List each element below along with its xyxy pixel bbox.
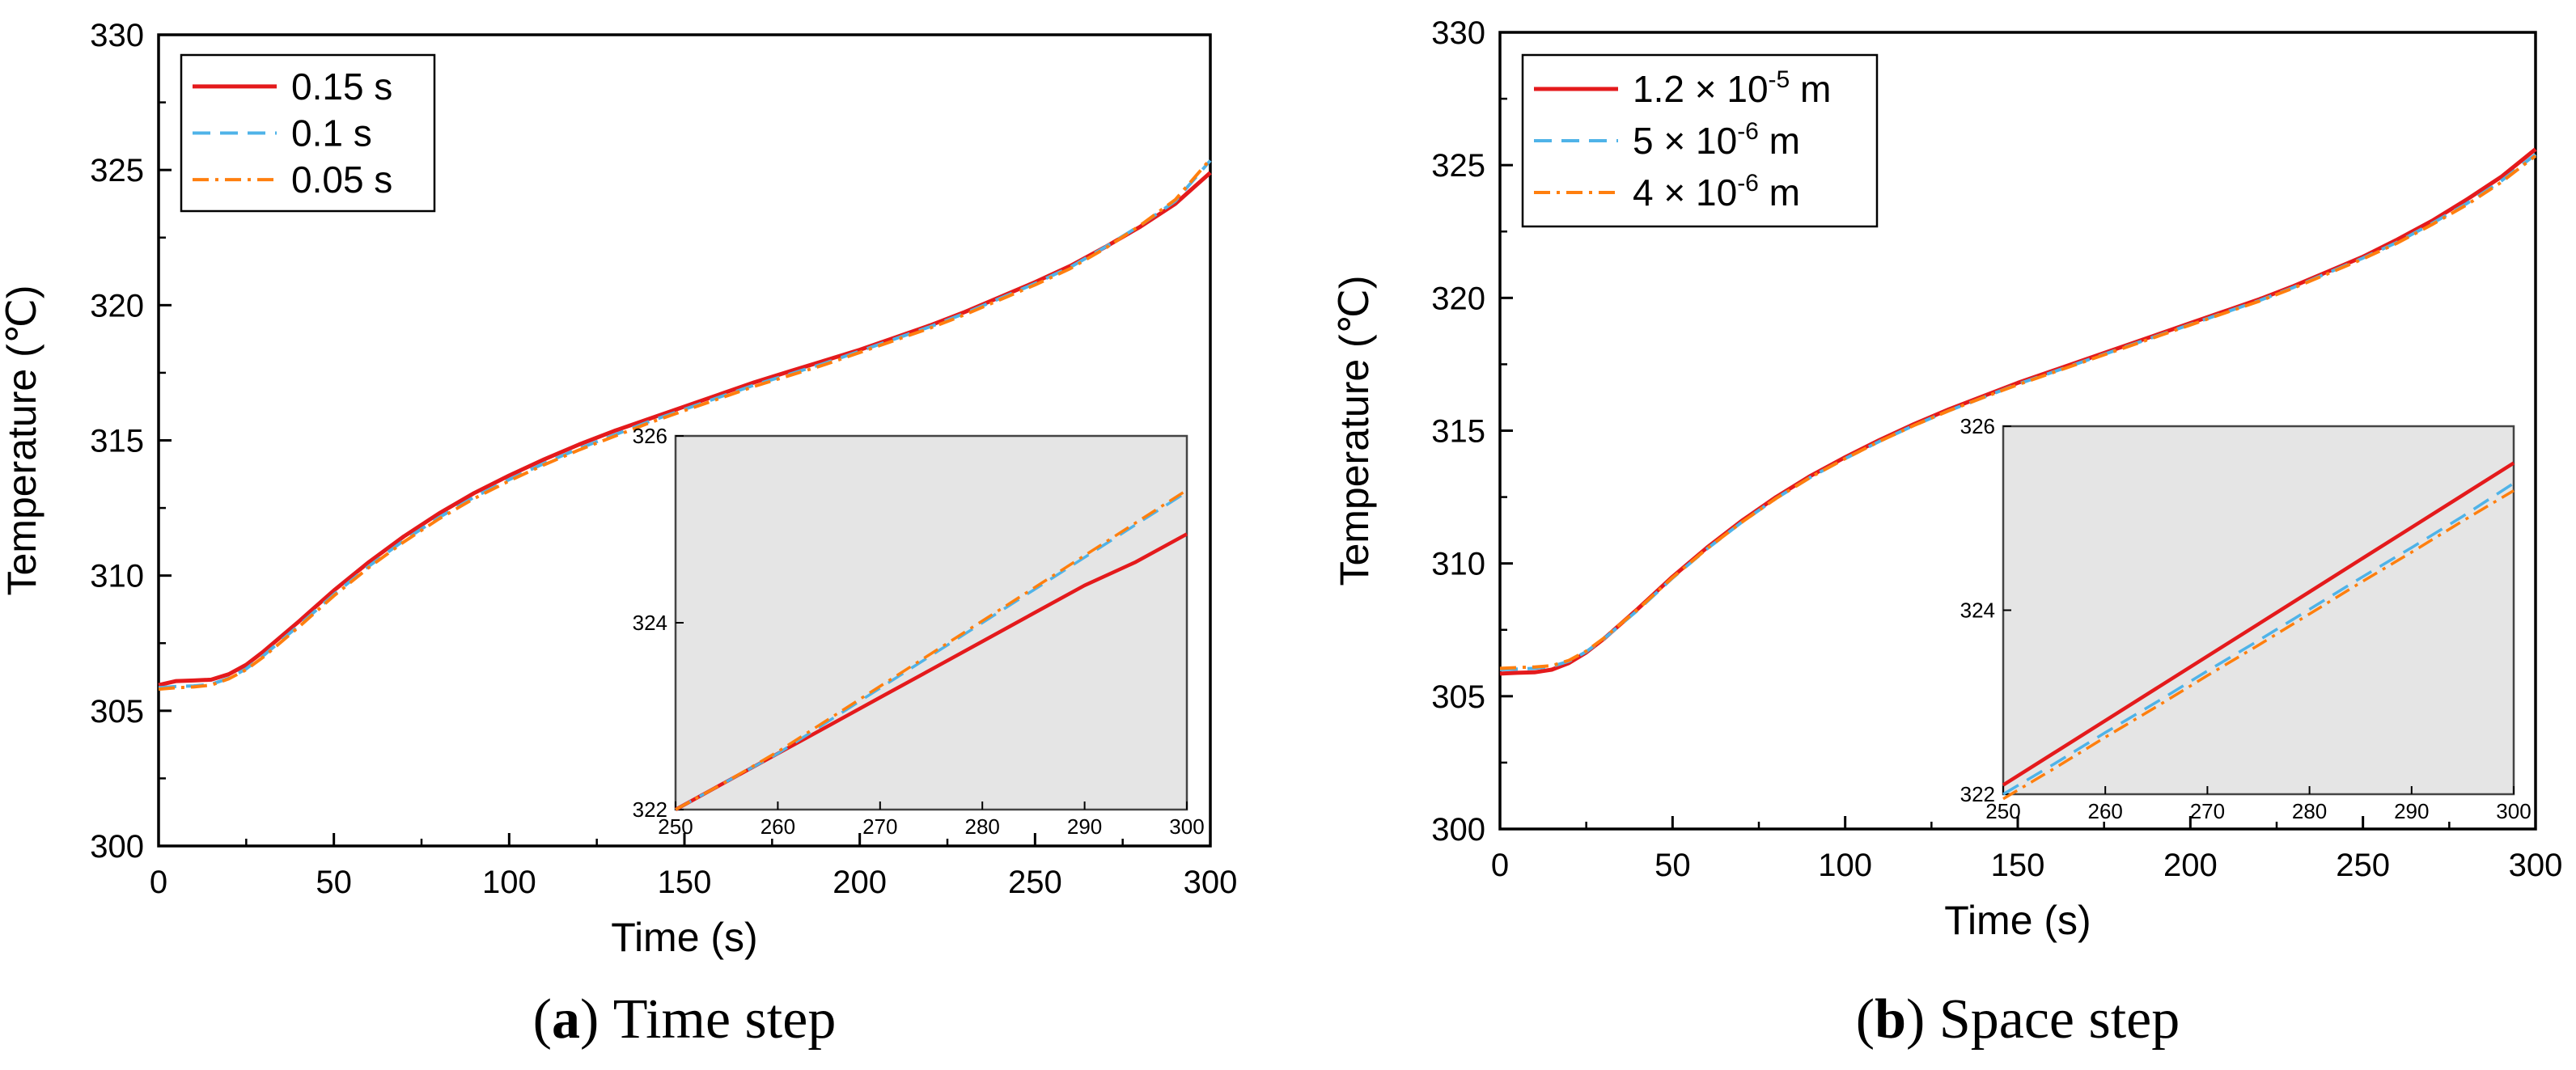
series-line-3 [1499,154,2537,670]
caption-text: Time step [613,988,837,1051]
inset-frame [674,434,1188,811]
legend-label-base: 4 × 10 [1633,171,1737,214]
inset-x-tick-label: 260 [761,814,795,839]
y-tick-label: 325 [1431,148,1485,184]
caption-text: Space step [1939,988,2180,1051]
x-tick-label: 50 [316,865,352,900]
x-tick-label: 100 [482,865,536,900]
series-line-3 [158,158,1212,691]
x-axis-label: Time (s) [611,915,757,960]
y-tick-label: 330 [90,18,144,53]
x-tick-label: 300 [2509,848,2563,883]
inset-x-tick-label: 300 [2496,799,2531,823]
legend-label-unit: m [1759,120,1800,162]
x-tick-label: 150 [658,865,712,900]
legend-label-base: 1.2 × 10 [1633,68,1769,110]
x-tick-label: 200 [833,865,887,900]
y-tick-label: 320 [90,288,144,324]
y-axis-label: Temperature (℃) [1332,275,1377,586]
caption-close-paren: ) [580,988,613,1051]
inset-x-tick-label: 250 [1985,799,2020,823]
legend-label-2: 0.1 s [291,112,372,154]
inset-x-tick-label: 300 [1169,814,1204,839]
y-axis-label: Temperature (℃) [0,285,44,595]
caption-letter: a [552,988,580,1051]
caption-open-paren: ( [533,988,552,1051]
y-tick-label: 330 [1431,15,1485,51]
inset-series-line-3 [2002,489,2515,801]
y-tick-label: 315 [90,424,144,459]
inset-series-line-3 [675,488,1188,811]
legend-label-3: 0.05 s [291,159,392,201]
panel-b: 0 50 100 150 200 250 300 300 305 310 315 320 325 330 T… [1332,15,2562,1051]
y-tick-label: 320 [1431,281,1485,316]
y-tick-label: 310 [90,559,144,594]
y-tick-label: 310 [1431,547,1485,582]
inset-series-line-2 [2002,482,2515,796]
inset-y-tick-label: 322 [633,797,667,822]
inset-x-tick-label: 290 [2394,799,2429,823]
y-tick-label: 300 [1431,812,1485,848]
y-tick-label: 305 [90,694,144,730]
x-tick-label: 0 [1491,848,1509,883]
legend-label-1: 1.2 × 10-5 m [1633,66,1831,110]
legend-label-exponent: -6 [1737,170,1759,197]
series-line-1 [158,171,1212,687]
caption-close-paren: ) [1906,988,1939,1051]
legend-label-base: 5 × 10 [1633,120,1737,162]
legend-label-exponent: -5 [1769,66,1790,93]
inset-y-tick-label: 326 [1960,414,1995,438]
y-tick-label: 305 [1431,679,1485,715]
inset-x-tick-label: 280 [2292,799,2327,823]
caption-open-paren: ( [1856,988,1875,1051]
inset-y-tick-label: 326 [633,424,667,448]
panel-a: 0 50 100 150 200 250 300 300 305 310 315 320 325 330 T… [0,18,1237,1051]
inset-y-tick-label: 324 [633,611,667,635]
x-tick-label: 100 [1818,848,1872,883]
inset-x-tick-label: 260 [2088,799,2123,823]
x-tick-label: 300 [1184,865,1238,900]
panel-caption: (a) Time step [533,988,837,1051]
inset-x-tick-label: 270 [2190,799,2225,823]
inset-x-tick-label: 250 [658,814,693,839]
legend-box [1521,53,1879,228]
y-tick-label: 315 [1431,414,1485,450]
legend-label-unit: m [1790,68,1831,110]
inset-y-tick-label: 324 [1960,598,1995,623]
y-tick-label: 300 [90,829,144,865]
y-tick-label: 325 [90,153,144,188]
inset-x-tick-label: 270 [862,814,897,839]
x-tick-label: 150 [1991,848,2045,883]
caption-letter: b [1875,988,1906,1051]
legend-label-exponent: -6 [1737,118,1759,145]
x-tick-label: 250 [1008,865,1062,900]
legend-label-unit: m [1759,171,1800,214]
inset-x-tick-label: 280 [965,814,1000,839]
legend-label-2: 5 × 10-6 m [1633,118,1800,162]
panel-caption: (b) Space step [1856,988,2180,1051]
x-tick-label: 0 [150,865,167,900]
legend-label-1: 0.15 s [291,66,392,108]
x-tick-label: 50 [1654,848,1691,883]
x-tick-label: 250 [2336,848,2390,883]
x-axis-label: Time (s) [1944,898,2091,943]
x-tick-label: 200 [2163,848,2218,883]
inset-x-tick-label: 290 [1067,814,1102,839]
inset-y-tick-label: 322 [1960,782,1995,806]
inset-frame [2002,425,2515,796]
legend-label-3: 4 × 10-6 m [1633,170,1800,214]
inset-series-line-1 [2002,461,2515,787]
